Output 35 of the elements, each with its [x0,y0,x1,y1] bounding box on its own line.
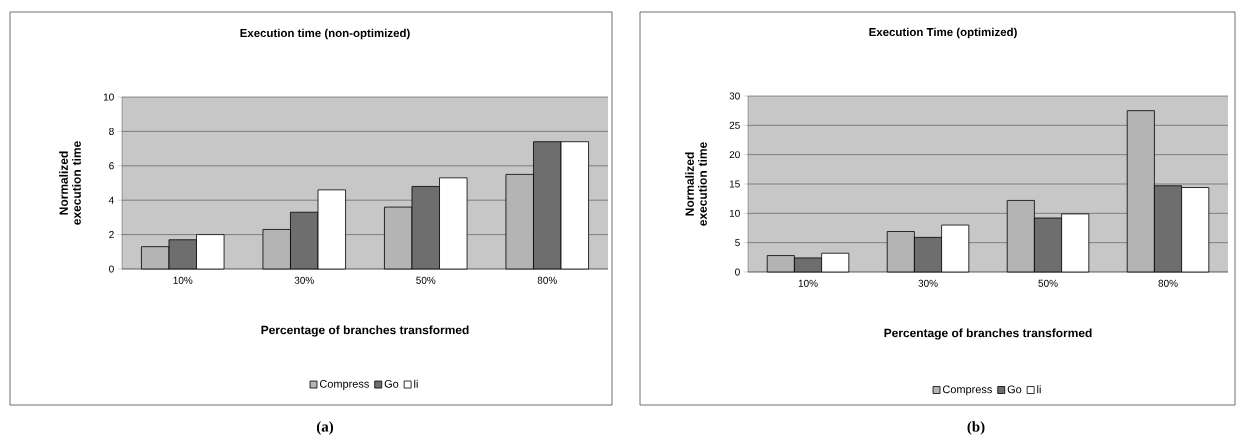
x-tick-label: 80% [537,276,557,284]
y-tick-label: 30 [729,92,740,100]
y-tick-label: 6 [109,162,114,170]
x-tick-label: 30% [918,279,938,287]
chart-title: Execution time (non-optimized) [240,28,410,40]
x-axis-title: Percentage of branches transformed [261,325,469,337]
text: (a) [316,421,334,435]
y-tick-label: 10 [729,209,740,217]
x-tick-label: 80% [1158,279,1178,287]
chart-title: Execution Time (optimized) [869,27,1017,39]
legend-label: Go [1007,385,1022,394]
y-tick-label: 25 [729,121,740,129]
y-tick-label: 8 [109,127,114,135]
legend-label: li [414,379,418,388]
y-axis-title: Normalized execution time [685,142,707,226]
y-tick-label: 20 [729,151,740,159]
y-tick-label: 2 [109,231,114,239]
text: (b) [967,421,985,435]
legend-label: Compress [319,379,369,390]
y-tick-label: 0 [735,268,740,276]
y-tick-label: 4 [108,196,114,204]
x-tick-label: 30% [294,276,314,284]
y-tick-label: 15 [729,180,740,188]
x-tick-label: 50% [416,276,436,284]
y-tick-label: 0 [109,265,114,273]
y-tick-label: 10 [103,93,114,101]
y-axis-title: Normalized execution time [59,141,81,225]
legend-label: Go [384,379,399,388]
x-axis-title: Percentage of branches transformed [884,328,1092,340]
x-tick-label: 10% [798,279,818,287]
legend-label: Compress [942,385,992,396]
x-tick-label: 50% [1038,279,1058,287]
legend-label: li [1037,385,1041,394]
x-tick-label: 10% [173,276,193,284]
y-tick-label: 5 [735,239,740,247]
